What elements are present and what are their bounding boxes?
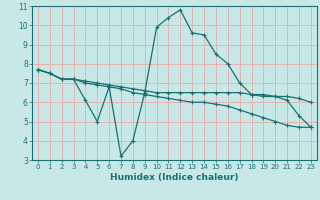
X-axis label: Humidex (Indice chaleur): Humidex (Indice chaleur) [110, 173, 239, 182]
